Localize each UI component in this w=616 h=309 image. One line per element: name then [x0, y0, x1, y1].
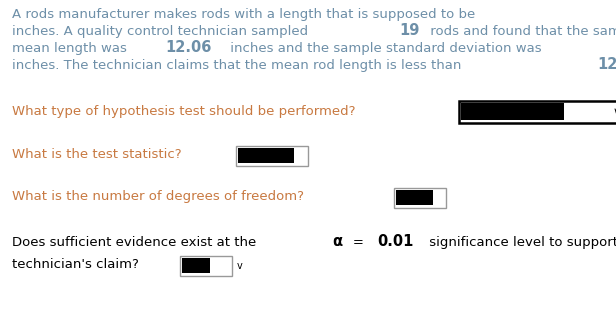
Text: ∨: ∨ [612, 107, 616, 117]
Text: technician's claim?: technician's claim? [12, 258, 139, 271]
Text: 19: 19 [400, 23, 420, 38]
Text: What is the number of degrees of freedom?: What is the number of degrees of freedom… [12, 190, 304, 203]
Bar [180, 256, 232, 276]
Bar [238, 148, 294, 163]
Text: inches. The technician claims that the mean rod length is less than: inches. The technician claims that the m… [12, 59, 466, 72]
Bar [395, 190, 433, 205]
Text: What is the number of degrees of freedom?: What is the number of degrees of freedom… [12, 190, 304, 203]
Text: 12.06: 12.06 [166, 40, 212, 55]
Text: =: = [346, 236, 370, 249]
Text: v: v [237, 261, 243, 271]
Bar [461, 103, 564, 120]
Text: α: α [333, 234, 342, 249]
Text: inches. A quality control technician sampled: inches. A quality control technician sam… [12, 25, 312, 38]
Text: What is the test statistic?: What is the test statistic? [12, 148, 182, 161]
Bar [459, 101, 616, 123]
Text: What type of hypothesis test should be performed?: What type of hypothesis test should be p… [12, 105, 355, 118]
Text: Does sufficient evidence exist at the: Does sufficient evidence exist at the [12, 236, 261, 249]
Text: A rods manufacturer makes rods with a length that is supposed to be: A rods manufacturer makes rods with a le… [12, 8, 479, 21]
Text: What type of hypothesis test should be performed?: What type of hypothesis test should be p… [12, 105, 355, 118]
Text: technician's claim?: technician's claim? [12, 258, 139, 271]
Text: What is the test statistic?: What is the test statistic? [12, 148, 182, 161]
Text: significance level to support the: significance level to support the [424, 236, 616, 249]
Text: mean length was: mean length was [12, 42, 131, 55]
Bar [182, 258, 210, 273]
Text: 12: 12 [598, 57, 616, 72]
Text: 12: 12 [615, 6, 616, 21]
Text: 0.01: 0.01 [378, 234, 414, 249]
Text: inches and the sample standard deviation was: inches and the sample standard deviation… [225, 42, 545, 55]
Bar [236, 146, 308, 166]
Bar [394, 188, 446, 208]
Text: rods and found that the sample: rods and found that the sample [426, 25, 616, 38]
